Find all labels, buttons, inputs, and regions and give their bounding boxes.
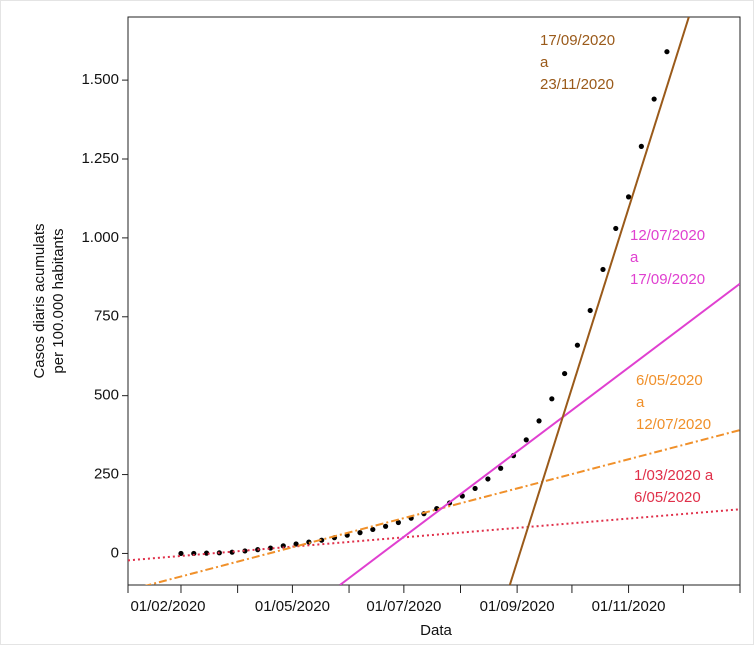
data-point: [562, 370, 568, 377]
data-point: [472, 485, 478, 492]
fit-annotation: a: [636, 394, 645, 411]
y-axis-label: Casos diaris acumulats: [31, 223, 48, 378]
data-point: [357, 530, 363, 536]
fit-line: [339, 282, 740, 585]
data-point: [191, 550, 197, 557]
fit-annotation: 12/07/2020: [630, 227, 705, 244]
fit-line: [144, 429, 740, 585]
data-point: [370, 526, 376, 533]
y-tick-label: 1.000: [81, 229, 119, 246]
data-point: [536, 418, 542, 424]
data-point: [664, 49, 670, 55]
data-point: [395, 519, 401, 526]
fit-annotation: 1/03/2020 a: [634, 467, 714, 484]
data-point: [498, 465, 504, 471]
data-point: [485, 476, 491, 482]
data-point: [587, 307, 593, 314]
fit-annotation: a: [630, 249, 639, 266]
data-point: [625, 194, 632, 200]
fit-annotation: 12/07/2020: [636, 416, 711, 433]
fit-line: [508, 17, 690, 585]
x-tick-label: 01/05/2020: [255, 598, 330, 615]
fit-annotation: a: [540, 54, 549, 71]
fit-annotation: 17/09/2020: [540, 32, 615, 49]
fit-annotation: 17/09/2020: [630, 271, 705, 288]
y-tick-label: 500: [94, 387, 119, 404]
data-point: [242, 548, 248, 554]
data-point: [574, 342, 581, 348]
x-tick-label: 01/02/2020: [130, 598, 205, 615]
data-point: [600, 266, 606, 273]
y-tick-label: 1.500: [81, 71, 119, 88]
data-point: [382, 523, 389, 529]
data-point: [178, 550, 184, 557]
fit-annotation: 6/05/2020: [634, 489, 701, 506]
data-point: [638, 143, 644, 149]
data-point: [319, 537, 325, 543]
x-tick-label: 01/07/2020: [366, 598, 441, 615]
fit-annotation: 23/11/2020: [540, 76, 614, 93]
x-axis-label: Data: [420, 622, 452, 639]
y-tick-label: 0: [111, 544, 119, 561]
y-tick-label: 750: [94, 308, 119, 325]
x-tick-label: 01/11/2020: [592, 598, 666, 615]
data-point: [523, 437, 529, 443]
plot-content: [128, 17, 740, 585]
y-tick-label: 1.250: [81, 150, 119, 167]
x-tick-label: 01/09/2020: [480, 598, 555, 615]
fit-annotation: 6/05/2020: [636, 372, 703, 389]
y-tick-label: 250: [94, 466, 119, 483]
data-point: [549, 396, 555, 402]
data-point: [651, 96, 657, 102]
plot-area: [127, 16, 741, 586]
data-point: [280, 543, 286, 549]
fit-line: [128, 508, 740, 562]
y-axis-label: per 100.000 habitants: [50, 228, 67, 373]
data-point: [613, 225, 619, 232]
